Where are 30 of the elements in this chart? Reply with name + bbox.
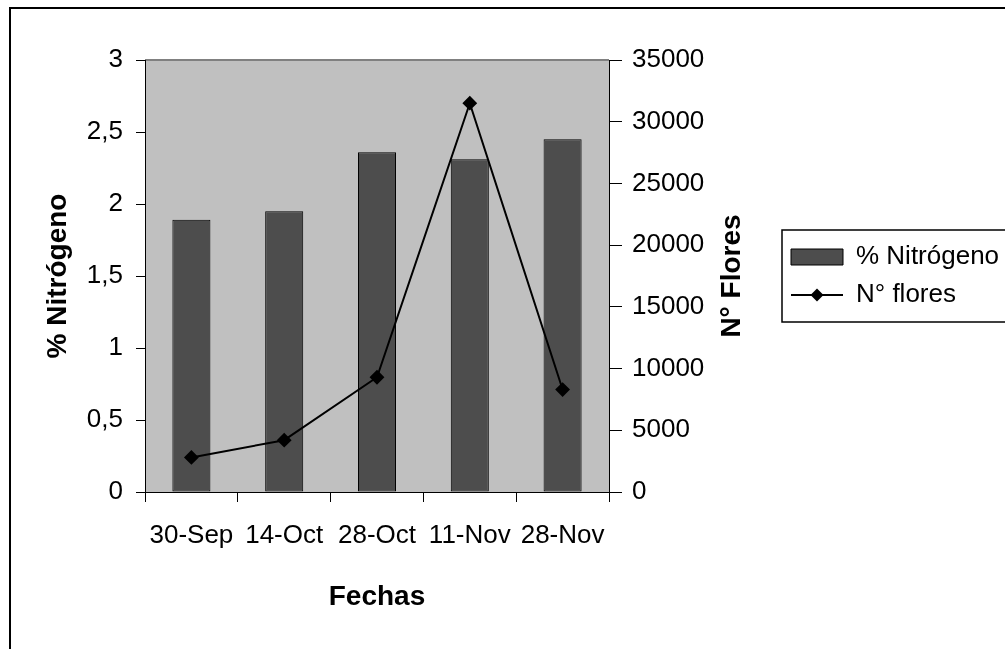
y-tick-label: 0 bbox=[108, 475, 123, 506]
y-tick-label: 0,5 bbox=[86, 403, 123, 434]
y2-tick-label: 5000 bbox=[632, 413, 690, 444]
point bbox=[277, 433, 292, 448]
point bbox=[462, 96, 477, 111]
legend-label: N° flores bbox=[856, 278, 956, 309]
y2-tick-label: 25000 bbox=[632, 166, 705, 197]
y-axis-title: % Nitrógeno bbox=[40, 193, 72, 359]
y-tick-label: 1,5 bbox=[86, 259, 123, 290]
x-tick-label: 11-Nov bbox=[428, 518, 511, 549]
y-tick-label: 3 bbox=[108, 43, 123, 74]
y2-tick-label: 15000 bbox=[632, 290, 705, 321]
x-tick-label: 28-Oct bbox=[337, 518, 417, 549]
y-tick-label: 1 bbox=[108, 331, 123, 362]
y2-tick-label: 0 bbox=[632, 475, 647, 506]
y2-tick-label: 30000 bbox=[632, 104, 705, 135]
y-tick-label: 2 bbox=[108, 187, 123, 218]
y2-tick-label: 20000 bbox=[632, 228, 705, 259]
y-tick-label: 2,5 bbox=[86, 115, 123, 146]
x-tick-label: 14-Oct bbox=[245, 518, 324, 549]
x-tick-label: 30-Sep bbox=[149, 518, 234, 549]
y2-axis-title: N° Flores bbox=[714, 214, 746, 338]
y2-tick-label: 10000 bbox=[632, 351, 705, 382]
point bbox=[555, 382, 570, 397]
x-axis-title: Fechas bbox=[328, 579, 426, 611]
x-tick-label: 28-Nov bbox=[520, 518, 605, 549]
legend-label: % Nitrógeno bbox=[856, 240, 1000, 271]
point bbox=[184, 450, 199, 465]
point bbox=[370, 370, 384, 385]
y2-tick-label: 35000 bbox=[632, 43, 705, 74]
